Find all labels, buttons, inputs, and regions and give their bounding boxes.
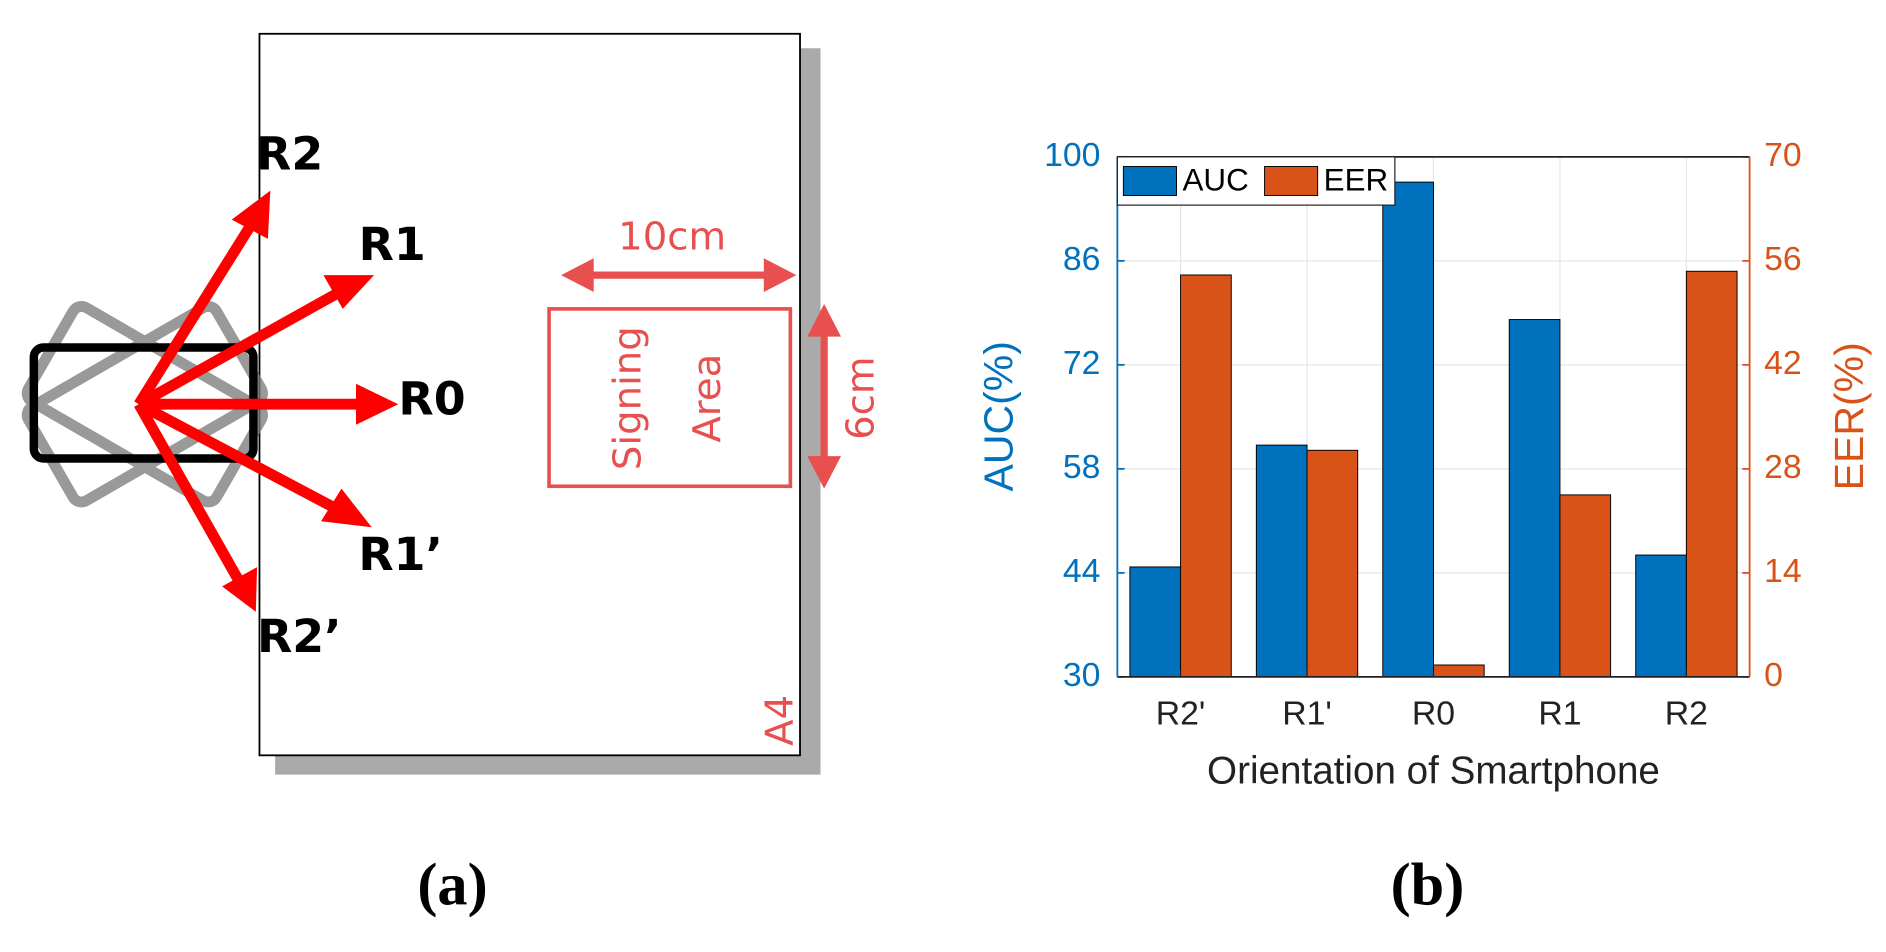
legend-label: EER bbox=[1324, 162, 1388, 197]
x-tick-label: R2 bbox=[1665, 694, 1708, 732]
diagram: R2 R1 R0 R1’ R2’ 10cm 6cm Signing Area A… bbox=[21, 32, 883, 918]
chart: 30 44 58 72 86 100 0 14 28 42 56 70 R2' R1' R0 R1 R2Orie… bbox=[975, 136, 1872, 919]
bar bbox=[1255, 444, 1308, 678]
y2-tick-label: 70 bbox=[1764, 136, 1802, 174]
orientation-arrows bbox=[134, 190, 399, 612]
bar bbox=[1432, 664, 1485, 678]
y-tick-label: 72 bbox=[1063, 344, 1101, 382]
y2-tick-label: 14 bbox=[1764, 552, 1802, 590]
y2-tick-label: 28 bbox=[1764, 448, 1802, 486]
bar bbox=[1382, 181, 1434, 678]
bar bbox=[1559, 494, 1612, 678]
signing-area bbox=[547, 307, 793, 489]
caption: (a) bbox=[417, 851, 487, 918]
y-tick-label: 58 bbox=[1063, 448, 1101, 486]
bar bbox=[1685, 270, 1738, 678]
arrow-head bbox=[807, 304, 842, 337]
paper bbox=[258, 32, 801, 757]
y2-tick-label: 0 bbox=[1764, 656, 1783, 694]
x-tick-label: R2' bbox=[1156, 694, 1206, 732]
x-tick-label: R0 bbox=[1412, 694, 1455, 732]
area-label: Area bbox=[685, 354, 730, 443]
bar bbox=[1180, 274, 1232, 678]
orientation-label: R2 bbox=[256, 126, 323, 180]
orientation-label: R0 bbox=[398, 371, 465, 425]
orientation-label: R1 bbox=[359, 217, 426, 271]
width-label: 10cm bbox=[618, 214, 726, 259]
legend-swatch bbox=[1264, 166, 1319, 196]
y2-tick-label: 56 bbox=[1764, 240, 1802, 278]
x-tick-label: R1 bbox=[1538, 694, 1581, 732]
arrow-head bbox=[763, 258, 797, 292]
y2-axis-label: EER(%) bbox=[1826, 342, 1872, 490]
y-tick-label: 86 bbox=[1063, 240, 1101, 278]
height-label: 6cm bbox=[838, 356, 883, 439]
y-tick-label: 30 bbox=[1063, 656, 1101, 694]
orientation-label: R2’ bbox=[257, 609, 342, 663]
caption: (b) bbox=[1391, 851, 1465, 918]
legend-label: AUC bbox=[1183, 162, 1249, 197]
arrow-head bbox=[807, 456, 842, 489]
orientation-label: R1’ bbox=[358, 527, 443, 581]
bar bbox=[1306, 449, 1359, 678]
y-axis-label: AUC(%) bbox=[975, 341, 1021, 491]
bar bbox=[1635, 554, 1687, 678]
y-tick-label: 100 bbox=[1044, 136, 1100, 174]
bar bbox=[1129, 566, 1182, 678]
x-axis-label: Orientation of Smartphone bbox=[1207, 750, 1660, 793]
y2-tick-label: 42 bbox=[1764, 344, 1802, 382]
area-label: Signing bbox=[605, 326, 650, 470]
x-tick-label: R1' bbox=[1282, 694, 1332, 732]
y-tick-label: 44 bbox=[1063, 552, 1101, 590]
paper-label: A4 bbox=[757, 695, 802, 746]
bar bbox=[1508, 319, 1561, 678]
legend-swatch bbox=[1122, 166, 1177, 196]
arrow-head bbox=[561, 258, 594, 292]
